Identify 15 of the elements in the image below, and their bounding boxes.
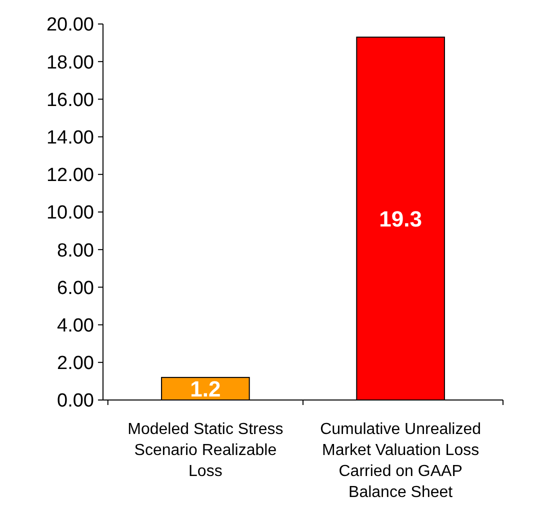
data-label: 1.2 — [190, 376, 221, 402]
y-tick-label: 6.00 — [57, 278, 94, 299]
y-tick-label: 8.00 — [57, 240, 94, 262]
y-tick-label: 12.00 — [46, 165, 94, 186]
y-tick-label: 16.00 — [46, 90, 94, 111]
y-tick-label: 0.00 — [57, 390, 94, 412]
y-tick-label: 2.00 — [57, 353, 94, 374]
x-tick-label: Modeled Static Stress Scenario Realizable Loss — [128, 421, 284, 480]
data-label: 19.3 — [379, 206, 422, 232]
y-tick-label: 14.00 — [46, 127, 94, 148]
y-tick-label: 10.00 — [46, 202, 94, 224]
y-tick-label: 20.00 — [46, 14, 94, 36]
y-tick-label: 18.00 — [46, 52, 94, 74]
x-tick-label: Cumulative Unrealized Market Valuation Loss Carried on GAAP Balance Sheet — [320, 421, 482, 501]
y-tick-label: 4.00 — [57, 315, 94, 336]
